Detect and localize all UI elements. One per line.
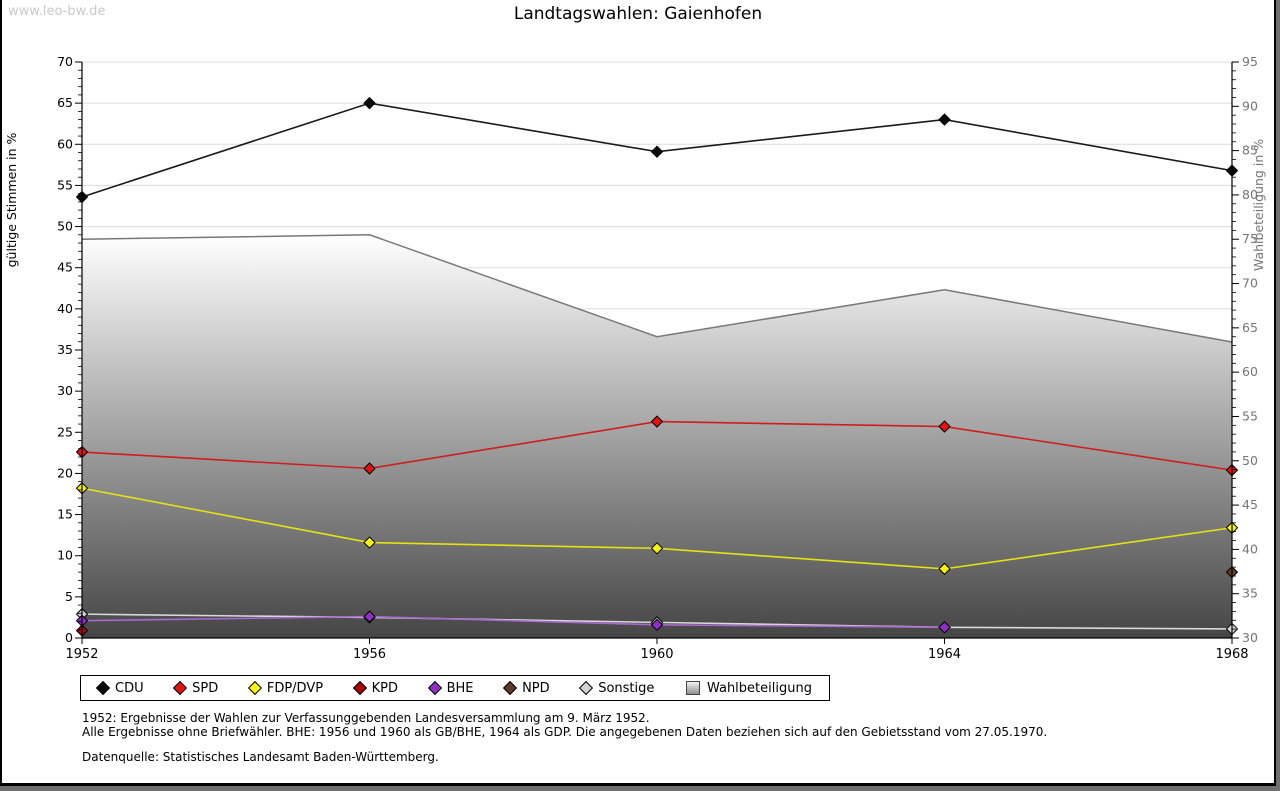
chart-legend: CDU SPD FDP/DVP KPD BHE NPD Sonstige Wahlbeteil… — [80, 675, 830, 701]
footnotes: 1952: Ergebnisse der Wahlen zur Verfassu… — [82, 711, 1047, 764]
legend-item-bhe: BHE — [427, 680, 474, 696]
legend-label: SPD — [192, 680, 219, 696]
right-tick-label-95: 95 — [1242, 54, 1258, 69]
legend-label: FDP/DVP — [266, 680, 324, 696]
left-tick-label-5: 5 — [65, 589, 73, 604]
x-tick-label-1964: 1964 — [928, 647, 961, 662]
right-tick-label-70: 70 — [1242, 276, 1258, 291]
legend-marker-diamond — [579, 680, 594, 696]
right-tick-label-35: 35 — [1242, 586, 1258, 601]
legend-label: KPD — [371, 680, 399, 696]
election-line-chart: 0 5 10 15 20 25 30 35 40 45 50 55 60 65 70 30 35 40 45 50 55… — [4, 54, 1266, 662]
line-bhe — [81, 615, 945, 629]
legend-label: CDU — [115, 680, 144, 696]
x-tick-label-1960: 1960 — [640, 647, 673, 662]
marker-cdu-1960 — [650, 145, 664, 158]
marker-fdpdvp-1960 — [650, 542, 664, 555]
legend-marker-diamond — [352, 680, 367, 696]
legend-marker-diamond — [502, 680, 518, 696]
legend-label: BHE — [446, 680, 474, 696]
line-wahlbeteiligung — [81, 234, 1233, 343]
legend-label: NPD — [522, 680, 550, 696]
right-tick-label-90: 90 — [1242, 98, 1258, 113]
marker-spd-1964 — [938, 420, 951, 433]
watermark: www.leo-bw.de — [8, 4, 106, 19]
right-tick-label-85: 85 — [1242, 143, 1258, 158]
right-tick-label-60: 60 — [1242, 364, 1258, 379]
x-tick-label-1952: 1952 — [65, 647, 98, 662]
legend-item-kpd: KPD — [352, 680, 399, 696]
left-axis-title: gültige Stimmen in % — [4, 132, 19, 267]
marker-bhe-1964 — [938, 621, 951, 634]
area-wahlbeteiligung — [82, 234, 1232, 639]
marker-fdpdvp-1964 — [938, 562, 951, 576]
legend-label: Wahlbeteiligung — [706, 680, 812, 696]
left-tick-label-45: 45 — [57, 260, 73, 275]
marker-fdpdvp-1956 — [363, 536, 376, 549]
left-tick-label-60: 60 — [57, 136, 73, 151]
marker-spd-1960 — [650, 415, 664, 428]
left-tick-label-0: 0 — [65, 630, 73, 645]
left-tick-label-20: 20 — [57, 465, 73, 480]
legend-item-fdpdvp: FDP/DVP — [247, 680, 324, 696]
right-tick-label-45: 45 — [1242, 497, 1258, 512]
left-tick-label-50: 50 — [57, 219, 73, 234]
left-tick-label-65: 65 — [57, 95, 73, 110]
right-tick-label-55: 55 — [1242, 408, 1258, 423]
left-tick-label-35: 35 — [57, 342, 73, 357]
chart-title: Landtagswahlen: Gaienhofen — [513, 4, 763, 24]
x-tick-label-1968: 1968 — [1215, 647, 1248, 662]
legend-item-spd: SPD — [173, 680, 219, 696]
left-tick-label-25: 25 — [57, 424, 73, 439]
legend-item-cdu: CDU — [95, 680, 144, 696]
footnote-line-2: Alle Ergebnisse ohne Briefwähler. BHE: 1… — [82, 725, 1048, 739]
right-tick-label-40: 40 — [1242, 541, 1258, 556]
marker-bhe-1956 — [363, 610, 376, 623]
left-tick-label-55: 55 — [57, 177, 73, 192]
right-tick-label-65: 65 — [1242, 320, 1258, 335]
left-tick-label-30: 30 — [57, 383, 73, 398]
legend-item-wahlbeteiligung: Wahlbeteiligung — [685, 680, 812, 696]
legend-marker-diamond — [173, 680, 188, 696]
legend-item-npd: NPD — [502, 680, 550, 696]
right-tick-label-30: 30 — [1242, 630, 1258, 645]
marker-bhe-1960 — [650, 618, 664, 632]
x-tick-label-1956: 1956 — [353, 647, 386, 662]
footnote-source: Datenquelle: Statistisches Landesamt Bad… — [82, 750, 439, 764]
legend-marker-square — [685, 681, 700, 695]
right-tick-label-80: 80 — [1242, 187, 1258, 202]
legend-label: Sonstige — [598, 680, 655, 696]
legend-item-sonstige: Sonstige — [579, 680, 655, 696]
right-axis-title: Wahlbeteiligung in % — [1251, 139, 1266, 271]
marker-cdu-1964 — [938, 113, 951, 126]
left-tick-label-70: 70 — [57, 54, 73, 69]
left-tick-label-15: 15 — [57, 507, 73, 522]
legend-marker-diamond — [95, 680, 111, 696]
legend-marker-diamond — [247, 680, 262, 696]
right-tick-label-50: 50 — [1242, 453, 1258, 468]
marker-cdu-1956 — [363, 96, 376, 110]
left-tick-label-40: 40 — [57, 301, 73, 316]
marker-spd-1956 — [363, 462, 376, 475]
left-tick-label-10: 10 — [57, 548, 73, 563]
footnote-line-1: 1952: Ergebnisse der Wahlen zur Verfassu… — [82, 711, 650, 725]
legend-marker-diamond — [427, 680, 442, 696]
right-tick-label-75: 75 — [1242, 231, 1258, 246]
